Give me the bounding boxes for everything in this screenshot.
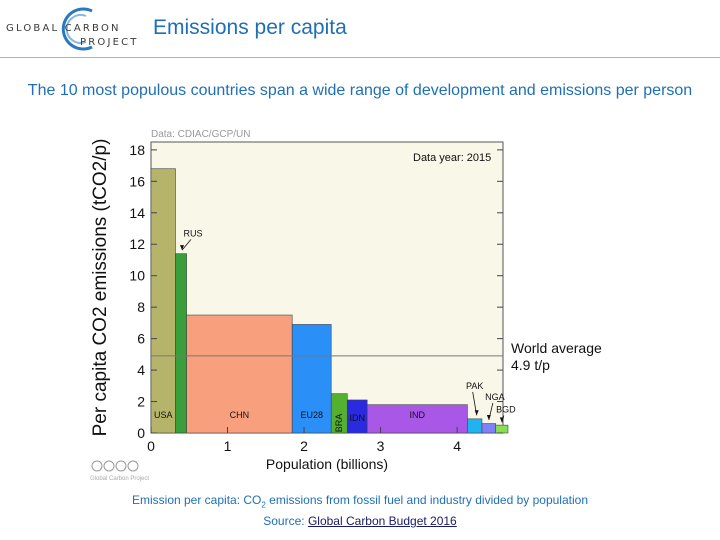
source-prefix: Source: [263, 514, 308, 528]
logo-text-line1: GLOBAL CARBON [6, 23, 121, 34]
bar-rus [175, 253, 187, 434]
y-axis-label: Per capita CO2 emissions (tCO2/p) [90, 139, 111, 437]
world-average-value: 4.9 t/p [511, 357, 550, 373]
data-credit: Data: CDIAC/GCP/UN [151, 129, 250, 140]
source-link[interactable]: Global Carbon Budget 2016 [307, 514, 457, 528]
country-label-eu28: EU28 [300, 410, 323, 420]
cc-license-icon: Global Carbon Project [90, 460, 149, 482]
x-axis-label: Population (billions) [266, 456, 388, 472]
x-tick-label: 1 [224, 438, 232, 454]
y-tick-label: 14 [129, 205, 145, 221]
callout-arrowhead-rus [180, 245, 185, 251]
x-tick-label: 4 [453, 438, 461, 454]
license-credit: Global Carbon Project [90, 476, 149, 482]
bar-eu28 [291, 324, 332, 434]
y-tick-label: 0 [137, 425, 145, 441]
country-label-ind: IND [410, 410, 426, 420]
y-tick-label: 8 [137, 299, 145, 315]
country-label-rus: RUS [184, 228, 203, 238]
caption-subscript: 2 [261, 500, 266, 510]
country-label-usa: USA [154, 410, 173, 420]
country-label-idn: IDN [349, 413, 365, 423]
data-year-label: Data year: 2015 [413, 152, 491, 164]
country-label-pak: PAK [466, 381, 483, 391]
callout-arrow-rus [181, 239, 192, 251]
caption-suffix: emissions from fossil fuel and industry … [265, 493, 588, 507]
slide-subtitle: The 10 most populous countries span a wi… [27, 82, 693, 99]
country-label-bra: BRA [334, 414, 344, 433]
logo-swirl-icon [61, 7, 93, 51]
y-tick-label: 18 [129, 142, 145, 158]
bar-bgd [495, 424, 509, 434]
y-tick-label: 4 [137, 362, 145, 378]
x-tick-label: 0 [147, 438, 155, 454]
creative-commons-license: Global Carbon Project [90, 460, 160, 482]
page-title: Emissions per capita [153, 16, 347, 39]
source-line: Source: Global Carbon Budget 2016 [0, 514, 720, 528]
y-tick-label: 16 [129, 173, 145, 189]
chart-caption: Emission per capita: CO2 emissions from … [0, 493, 720, 509]
callout-arrowhead-nga [486, 414, 491, 420]
y-tick-label: 12 [129, 236, 145, 252]
y-tick-label: 2 [137, 394, 145, 410]
country-label-nga: NGA [485, 392, 505, 402]
y-tick-label: 6 [137, 331, 145, 347]
bar-pak [467, 418, 483, 434]
logo-text-line2: PROJECT [80, 37, 139, 48]
bar-chn [186, 314, 293, 434]
header-divider [0, 57, 720, 58]
x-tick-label: 2 [300, 438, 308, 454]
x-tick-label: 3 [377, 438, 385, 454]
caption-prefix: Emission per capita: CO [131, 493, 262, 507]
country-label-chn: CHN [230, 410, 250, 420]
y-tick-label: 10 [129, 268, 145, 284]
world-average-label: World average [511, 340, 602, 356]
bar-usa [150, 168, 176, 434]
global-carbon-project-logo: GLOBAL CARBON PROJECT [6, 6, 136, 52]
callout-arrowhead-bgd [499, 417, 504, 423]
bar-nga [481, 423, 497, 434]
callout-arrowhead-pak [474, 410, 479, 416]
country-label-bgd: BGD [496, 405, 516, 415]
